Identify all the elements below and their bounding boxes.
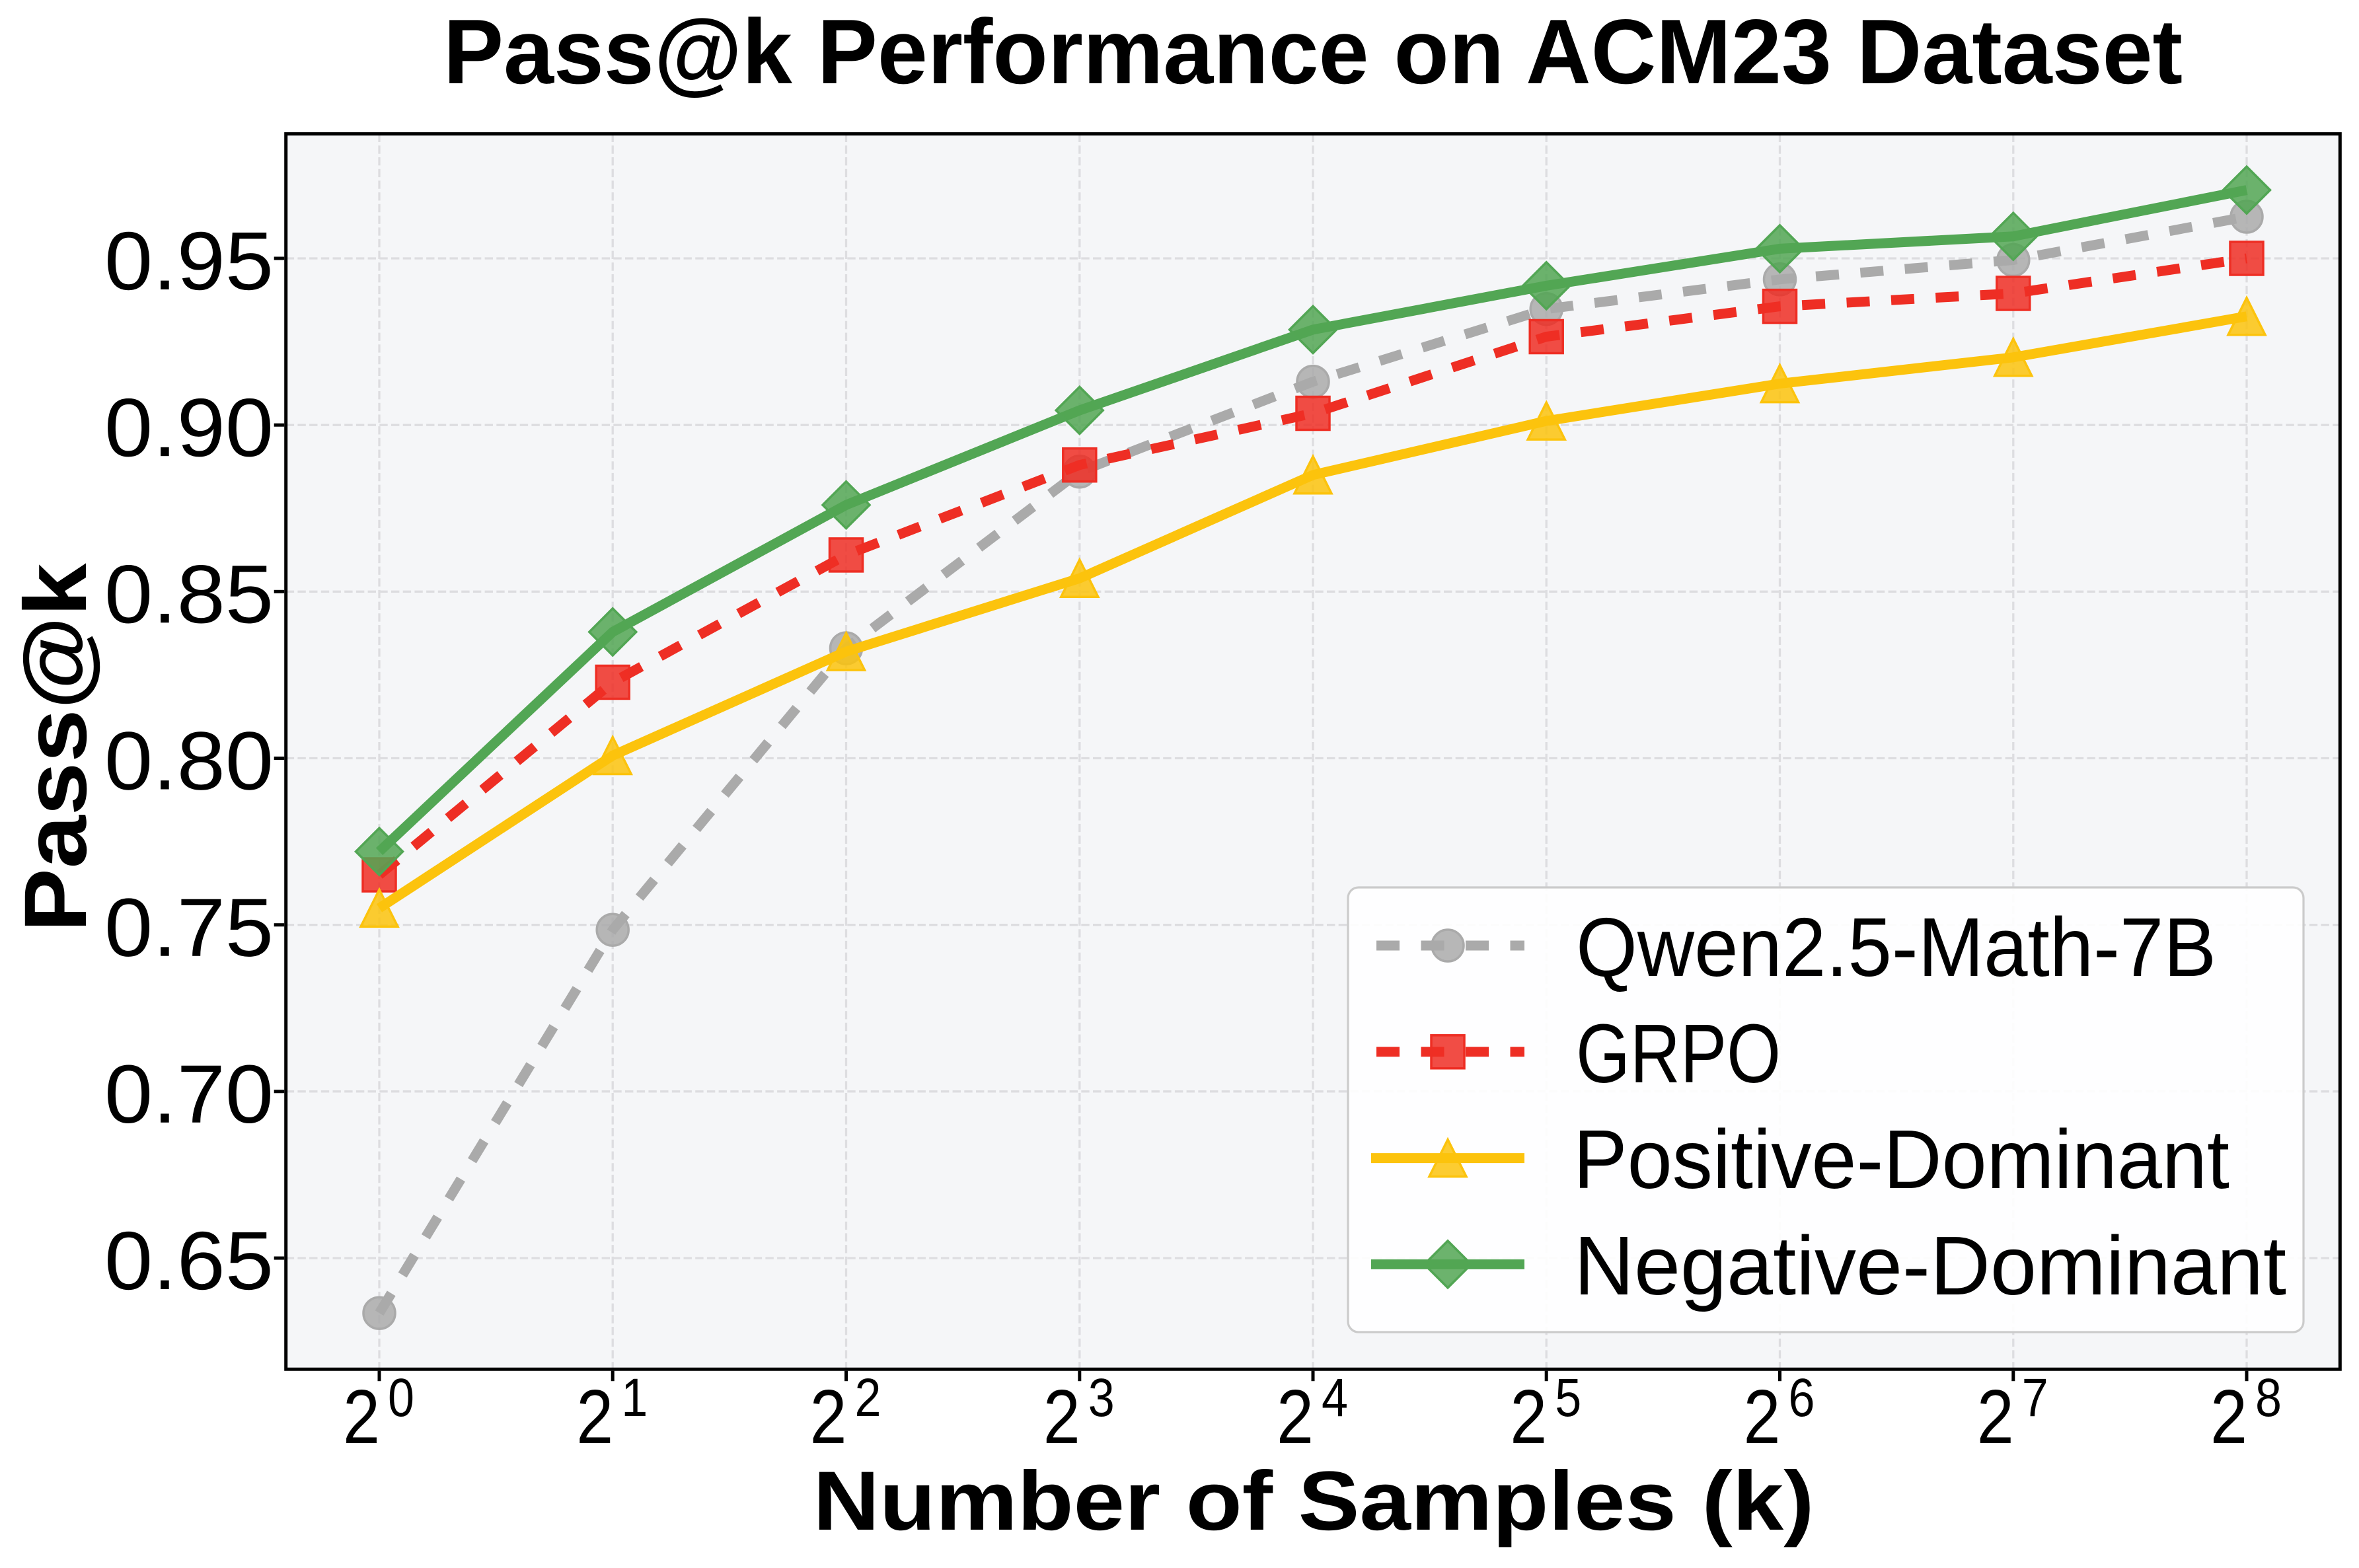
svg-text:2: 2 xyxy=(810,1374,847,1460)
svg-text:Pass@k: Pass@k xyxy=(7,563,105,932)
svg-text:2: 2 xyxy=(2210,1374,2247,1460)
svg-text:0.95: 0.95 xyxy=(104,215,274,307)
svg-text:2: 2 xyxy=(1977,1374,2014,1460)
svg-text:0.85: 0.85 xyxy=(104,548,274,640)
svg-text:8: 8 xyxy=(2255,1368,2282,1428)
svg-text:7: 7 xyxy=(2022,1368,2048,1428)
svg-text:GRPO: GRPO xyxy=(1576,1007,1781,1100)
svg-text:2: 2 xyxy=(1277,1374,1314,1460)
svg-text:Positive-Dominant: Positive-Dominant xyxy=(1573,1113,2229,1206)
svg-text:Number of Samples (k): Number of Samples (k) xyxy=(813,1454,1815,1548)
svg-text:5: 5 xyxy=(1555,1368,1581,1428)
svg-text:0: 0 xyxy=(388,1368,414,1428)
svg-text:2: 2 xyxy=(1744,1374,1781,1460)
svg-text:0.65: 0.65 xyxy=(104,1215,274,1307)
svg-text:1: 1 xyxy=(621,1368,648,1428)
svg-text:Pass@k Performance on ACM23 Da: Pass@k Performance on ACM23 Dataset xyxy=(443,1,2183,103)
svg-text:2: 2 xyxy=(855,1368,881,1428)
svg-text:6: 6 xyxy=(1789,1368,1815,1428)
svg-text:2: 2 xyxy=(1510,1374,1547,1460)
svg-text:0.75: 0.75 xyxy=(104,882,274,974)
svg-text:2: 2 xyxy=(1043,1374,1080,1460)
svg-text:Qwen2.5-Math-7B: Qwen2.5-Math-7B xyxy=(1576,901,2216,994)
svg-text:0.90: 0.90 xyxy=(104,382,274,474)
svg-text:3: 3 xyxy=(1088,1368,1115,1428)
svg-text:4: 4 xyxy=(1322,1368,1348,1428)
svg-text:2: 2 xyxy=(576,1374,613,1460)
svg-text:Negative-Dominant: Negative-Dominant xyxy=(1574,1219,2286,1312)
svg-text:2: 2 xyxy=(343,1374,380,1460)
svg-text:0.80: 0.80 xyxy=(104,716,274,807)
svg-text:0.70: 0.70 xyxy=(104,1049,274,1140)
